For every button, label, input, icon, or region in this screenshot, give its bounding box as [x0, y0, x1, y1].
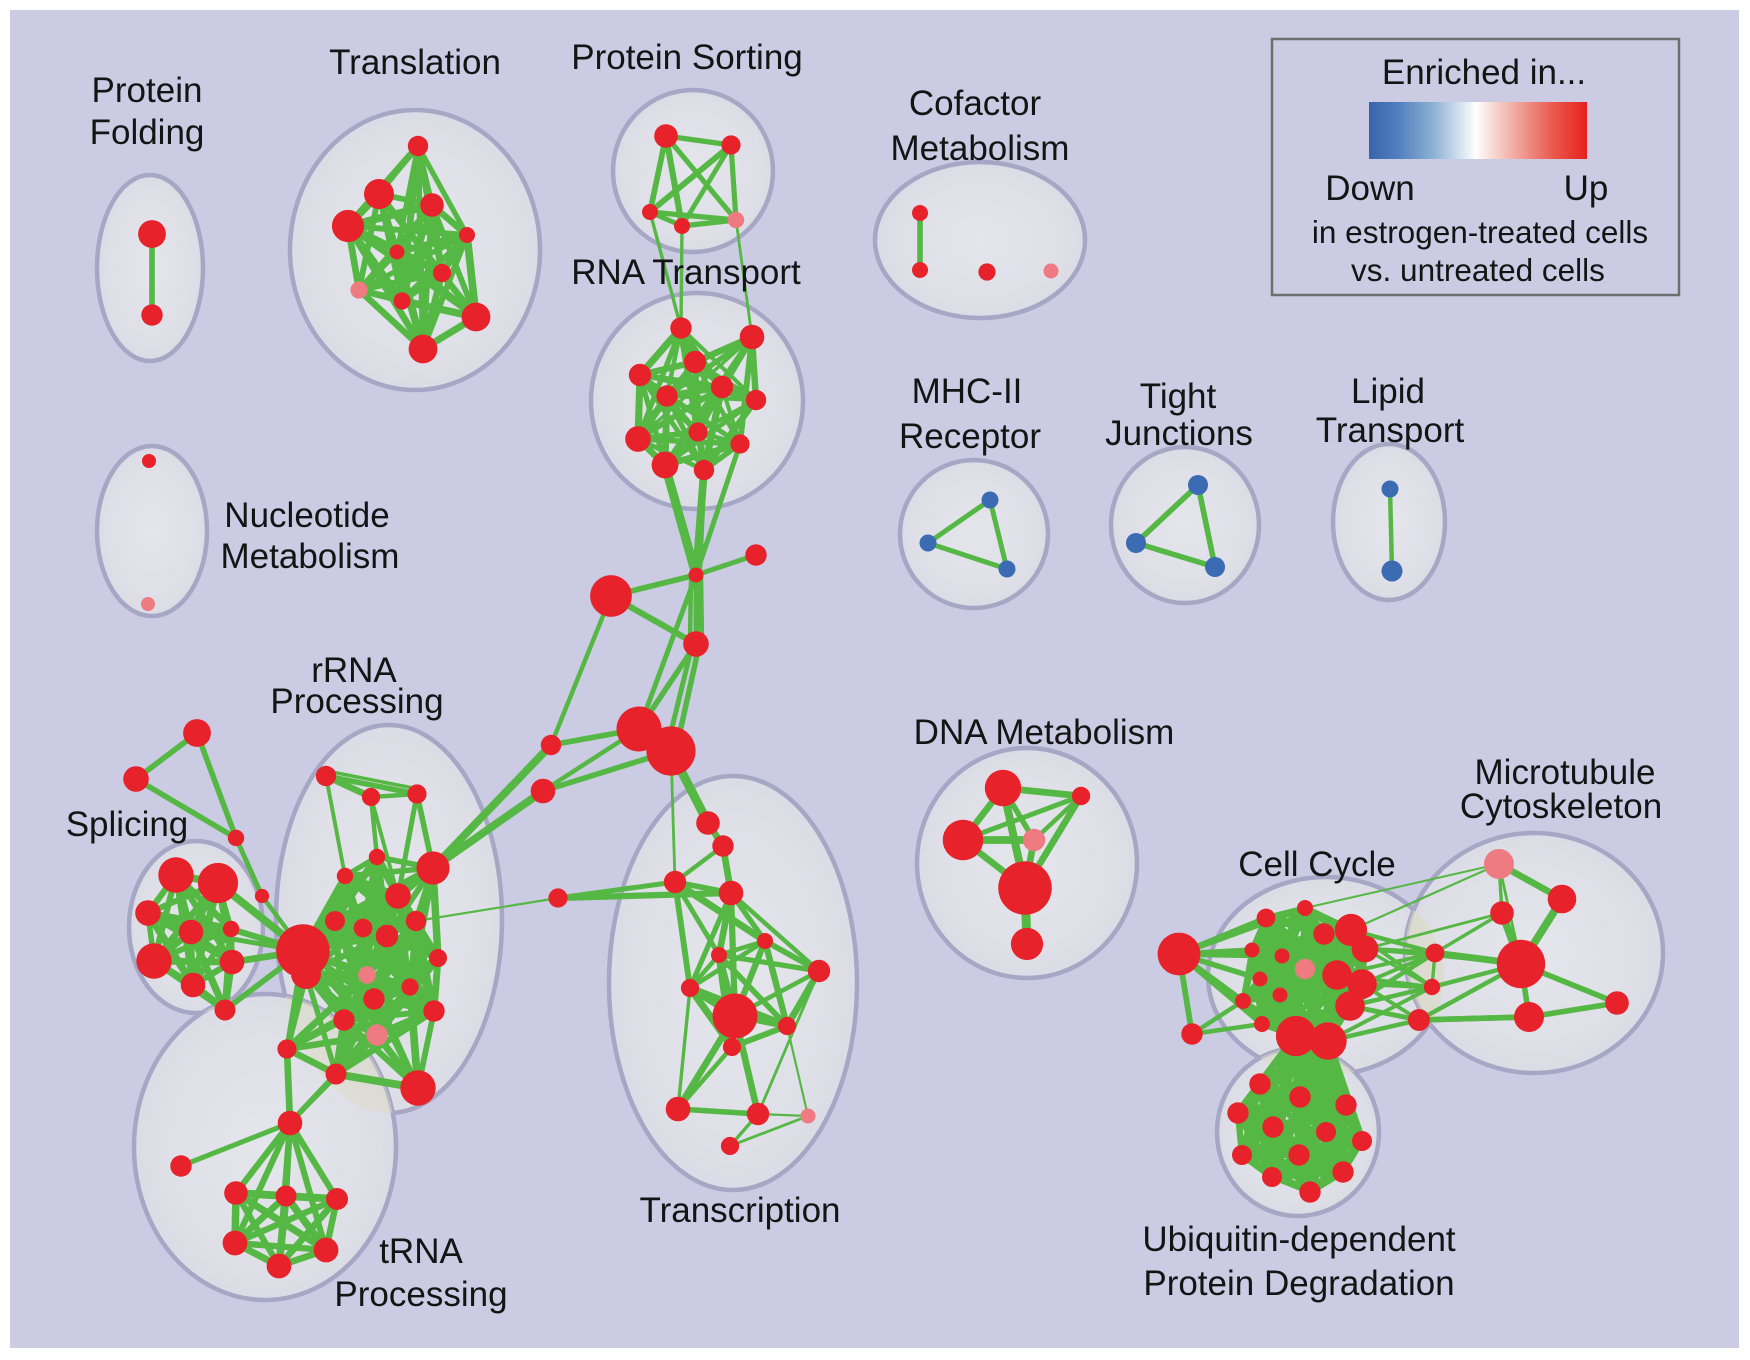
svg-text:Metabolism: Metabolism [891, 129, 1070, 168]
svg-text:Cytoskeleton: Cytoskeleton [1460, 787, 1662, 826]
svg-text:Tight: Tight [1140, 377, 1217, 416]
svg-text:Ubiquitin-dependent: Ubiquitin-dependent [1142, 1220, 1456, 1259]
svg-text:Splicing: Splicing [66, 805, 189, 844]
svg-text:Microtubule: Microtubule [1475, 753, 1656, 792]
svg-text:Metabolism: Metabolism [221, 537, 400, 576]
svg-text:tRNA: tRNA [379, 1232, 463, 1271]
svg-text:Transport: Transport [1316, 411, 1465, 450]
svg-text:in estrogen-treated cells: in estrogen-treated cells [1312, 214, 1648, 250]
svg-text:Cell Cycle: Cell Cycle [1238, 845, 1396, 884]
svg-text:Protein Degradation: Protein Degradation [1143, 1264, 1454, 1303]
svg-text:Cofactor: Cofactor [909, 84, 1042, 123]
svg-text:DNA Metabolism: DNA Metabolism [914, 713, 1175, 752]
svg-text:MHC-II: MHC-II [912, 372, 1023, 411]
svg-text:Nucleotide: Nucleotide [224, 496, 389, 535]
svg-text:Folding: Folding [90, 113, 205, 152]
svg-text:Transcription: Transcription [640, 1191, 841, 1230]
svg-text:Translation: Translation [329, 43, 501, 82]
svg-text:Receptor: Receptor [899, 417, 1041, 456]
svg-text:Enriched in...: Enriched in... [1382, 53, 1586, 92]
svg-text:Protein Sorting: Protein Sorting [571, 38, 803, 77]
svg-text:Processing: Processing [270, 682, 443, 721]
svg-text:rRNA: rRNA [311, 651, 397, 690]
svg-text:Processing: Processing [334, 1275, 507, 1314]
svg-text:Lipid: Lipid [1351, 372, 1425, 411]
svg-text:Down: Down [1325, 169, 1414, 208]
svg-text:Junctions: Junctions [1105, 414, 1253, 453]
svg-text:Up: Up [1564, 169, 1609, 208]
svg-text:Protein: Protein [92, 71, 203, 110]
svg-text:RNA Transport: RNA Transport [571, 253, 801, 292]
svg-text:vs. untreated cells: vs. untreated cells [1351, 252, 1605, 288]
